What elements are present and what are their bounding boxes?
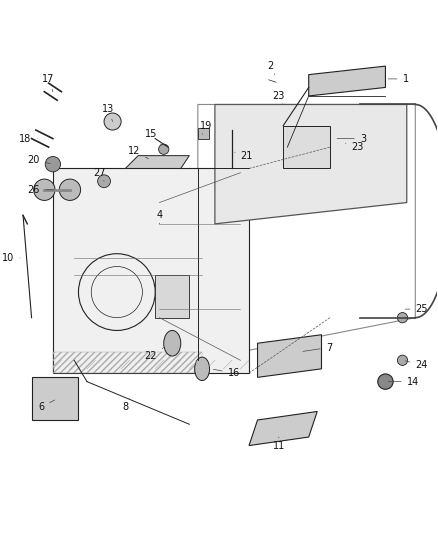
Polygon shape bbox=[258, 335, 321, 377]
Text: 22: 22 bbox=[145, 348, 164, 361]
Bar bbox=[198, 128, 208, 139]
Circle shape bbox=[397, 355, 408, 366]
Text: 1: 1 bbox=[388, 74, 409, 84]
Text: 10: 10 bbox=[2, 253, 20, 263]
Polygon shape bbox=[249, 411, 317, 446]
Text: 15: 15 bbox=[145, 130, 162, 145]
Text: 23: 23 bbox=[346, 142, 364, 152]
Text: 24: 24 bbox=[405, 360, 427, 369]
Circle shape bbox=[34, 179, 55, 200]
Text: 20: 20 bbox=[28, 155, 50, 165]
Text: 6: 6 bbox=[38, 400, 55, 412]
Ellipse shape bbox=[194, 357, 209, 381]
Polygon shape bbox=[125, 156, 189, 168]
Text: 25: 25 bbox=[405, 304, 428, 314]
Text: 16: 16 bbox=[213, 368, 240, 378]
Ellipse shape bbox=[164, 330, 181, 356]
Polygon shape bbox=[309, 66, 385, 96]
Circle shape bbox=[59, 179, 81, 200]
Text: 7: 7 bbox=[303, 343, 332, 352]
Text: 11: 11 bbox=[273, 437, 285, 450]
Circle shape bbox=[397, 312, 408, 323]
Bar bbox=[155, 275, 189, 318]
Text: 4: 4 bbox=[156, 211, 162, 224]
Text: 27: 27 bbox=[94, 168, 106, 181]
Text: 18: 18 bbox=[19, 134, 37, 143]
Text: 23: 23 bbox=[273, 91, 285, 104]
Polygon shape bbox=[283, 126, 330, 168]
Text: 21: 21 bbox=[235, 151, 253, 160]
Circle shape bbox=[98, 175, 110, 188]
Polygon shape bbox=[215, 104, 407, 224]
Circle shape bbox=[104, 113, 121, 130]
Circle shape bbox=[45, 157, 60, 172]
Text: 26: 26 bbox=[28, 185, 54, 195]
Text: 2: 2 bbox=[267, 61, 275, 75]
Text: 13: 13 bbox=[102, 104, 114, 122]
Text: 19: 19 bbox=[200, 121, 212, 134]
Text: 14: 14 bbox=[388, 377, 419, 386]
Text: 3: 3 bbox=[337, 134, 366, 143]
Text: 12: 12 bbox=[128, 147, 148, 159]
Circle shape bbox=[159, 144, 169, 155]
Text: 8: 8 bbox=[122, 399, 130, 412]
Polygon shape bbox=[53, 168, 249, 373]
Circle shape bbox=[378, 374, 393, 389]
Text: 17: 17 bbox=[42, 74, 55, 92]
Polygon shape bbox=[32, 377, 78, 420]
